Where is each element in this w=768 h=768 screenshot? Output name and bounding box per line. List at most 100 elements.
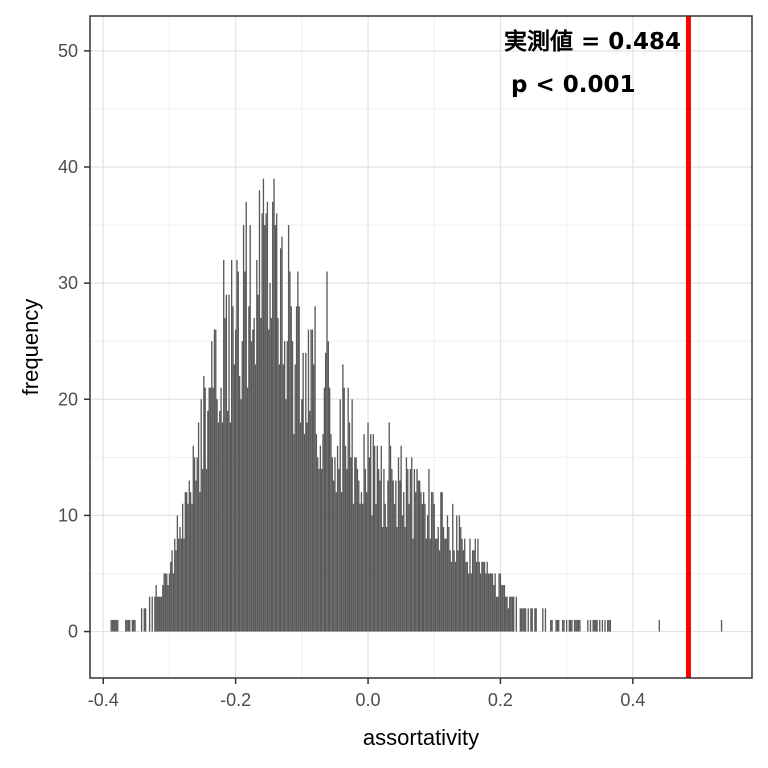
histogram-bar <box>551 619 553 632</box>
histogram-bar <box>207 410 209 632</box>
histogram-bar <box>485 573 487 632</box>
histogram-bar <box>368 457 371 632</box>
histogram-bar <box>253 317 255 632</box>
histogram-bar <box>154 596 156 632</box>
histogram-bar <box>576 619 578 632</box>
histogram-bar <box>380 445 382 632</box>
histogram-bar <box>562 619 564 632</box>
histogram-bar <box>530 608 532 632</box>
histogram-bar <box>229 422 232 632</box>
histogram-bar <box>360 492 363 632</box>
histogram-bar <box>358 480 360 632</box>
histogram-bar <box>505 596 507 632</box>
histogram-bar <box>497 596 499 632</box>
histogram-bar <box>339 399 341 632</box>
histogram-bars <box>110 178 723 632</box>
histogram-bar <box>199 492 201 632</box>
histogram-bar <box>411 457 413 632</box>
histogram-bar <box>297 271 299 632</box>
histogram-bar <box>160 596 163 632</box>
histogram-bar <box>262 178 265 632</box>
histogram-bar <box>319 445 322 632</box>
y-tick-label: 0 <box>68 622 78 642</box>
histogram-bar <box>125 619 127 632</box>
histogram-bar <box>589 619 592 632</box>
histogram-bar <box>252 329 254 632</box>
histogram-bar <box>499 573 502 632</box>
histogram-bar <box>372 434 374 632</box>
histogram-bar <box>347 387 349 632</box>
histogram-bar <box>367 422 369 632</box>
histogram-bar <box>182 503 184 632</box>
histogram-bar <box>343 387 345 632</box>
histogram-bar <box>596 619 598 632</box>
histogram-bar <box>126 619 128 632</box>
histogram-bar <box>325 352 327 632</box>
histogram-bar <box>519 608 521 632</box>
histogram-bar <box>575 619 577 632</box>
histogram-bar <box>242 225 245 632</box>
histogram-bar <box>408 503 410 632</box>
histogram-bar <box>111 619 114 632</box>
histogram-bar <box>362 503 364 632</box>
histogram-bar <box>401 515 404 632</box>
histogram-bar <box>240 399 242 632</box>
histogram-bar <box>449 550 451 632</box>
histogram-bar <box>507 608 510 632</box>
annotation-observed-value: 実測値 = 0.484 <box>504 28 681 55</box>
histogram-bar <box>193 457 196 632</box>
histogram-bar <box>550 619 552 632</box>
histogram-bar <box>191 503 193 632</box>
histogram-bar <box>479 573 482 632</box>
annotation-p-value: p < 0.001 <box>511 72 636 98</box>
histogram-bar <box>140 608 143 632</box>
histogram-bar <box>563 619 565 632</box>
histogram-bar <box>436 538 438 632</box>
histogram-bar <box>595 619 597 632</box>
histogram-bar <box>415 492 417 632</box>
histogram-bar <box>446 515 449 632</box>
histogram-bar <box>404 527 406 632</box>
histogram-bar <box>223 259 225 632</box>
histogram-bar <box>180 538 183 632</box>
histogram-bar <box>151 596 153 632</box>
histogram-bar <box>204 387 206 632</box>
histogram-bar <box>144 608 147 632</box>
histogram-bar <box>307 329 310 632</box>
histogram-bar <box>264 225 266 632</box>
histogram-bar <box>162 585 164 632</box>
x-axis-title: assortativity <box>363 725 479 750</box>
histogram-bar <box>311 329 314 632</box>
histogram-bar <box>228 294 230 632</box>
histogram-bar <box>205 468 208 632</box>
histogram-bar <box>370 434 372 632</box>
histogram-bar <box>290 306 292 632</box>
histogram-bar <box>332 480 335 632</box>
histogram-bar <box>527 608 529 632</box>
histogram-bar <box>254 364 257 632</box>
histogram-bar <box>376 445 378 632</box>
y-tick-label: 40 <box>58 157 78 177</box>
histogram-bar <box>473 550 475 632</box>
histogram-bar <box>531 608 533 632</box>
histogram-bar <box>412 538 414 632</box>
x-tick-label: -0.2 <box>220 690 251 710</box>
plot-border <box>89 15 753 679</box>
histogram-bar <box>520 608 523 632</box>
histogram-bar <box>498 573 500 632</box>
histogram-bar <box>134 619 136 632</box>
histogram-bar <box>314 306 316 632</box>
histogram-bar <box>503 585 506 632</box>
histogram-bar <box>306 422 308 632</box>
histogram-bar <box>461 538 463 632</box>
histogram-bar <box>266 201 269 632</box>
histogram-bar <box>587 619 589 632</box>
histogram-bar <box>250 341 253 632</box>
histogram-bar <box>428 468 430 632</box>
histogram-bar <box>490 573 492 632</box>
histogram-bar <box>454 561 457 632</box>
histogram-bar <box>245 201 247 632</box>
histogram-bar <box>265 213 267 632</box>
histogram-bar <box>448 527 450 632</box>
